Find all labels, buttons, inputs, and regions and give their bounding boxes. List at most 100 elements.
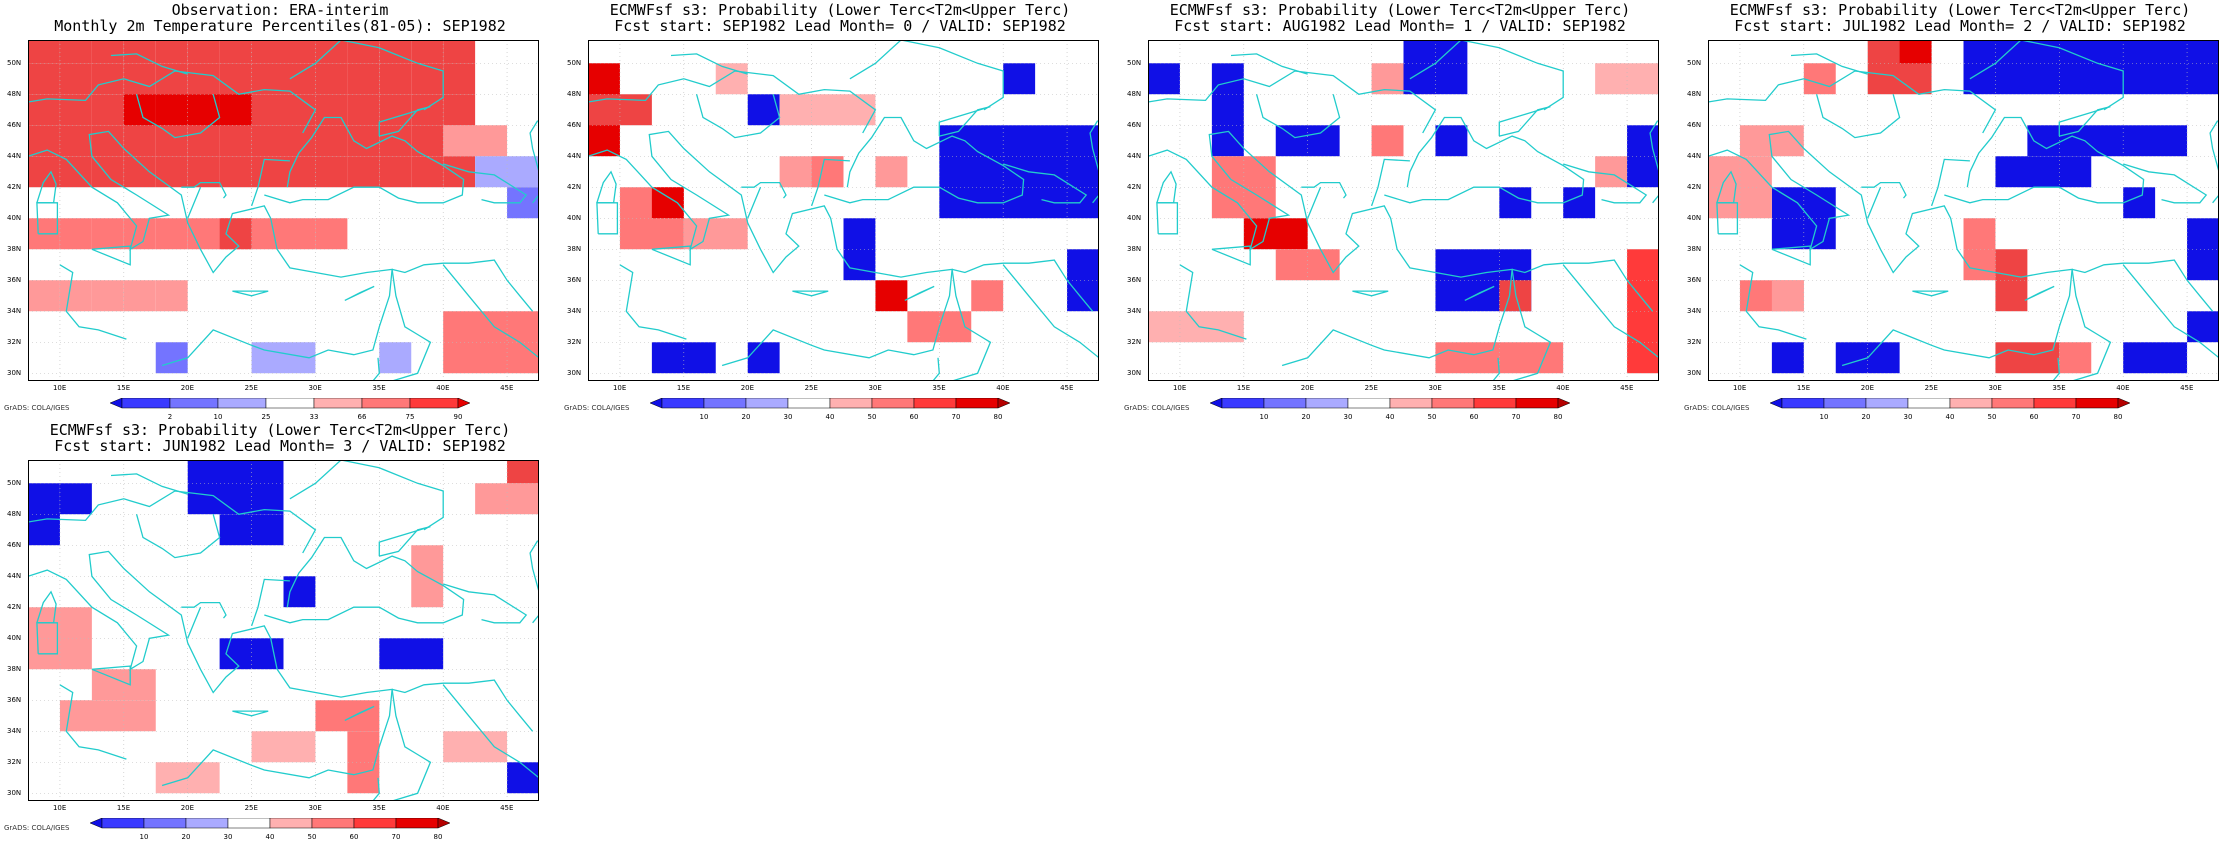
coastline <box>1301 181 1347 199</box>
shaded-cell <box>347 156 380 188</box>
coastline <box>187 606 202 639</box>
coastline <box>1148 70 1437 134</box>
shaded-cell <box>28 63 60 95</box>
shaded-cell <box>875 280 908 312</box>
shaded-cell <box>379 125 412 157</box>
shaded-cell <box>1995 342 2060 374</box>
coastline <box>951 259 1094 312</box>
colorbar-tick-label: 40 <box>826 413 835 421</box>
lat-tick-label: 48N <box>1687 90 1702 99</box>
coastline <box>443 163 528 204</box>
colorbar-segment <box>829 398 873 409</box>
coastline <box>378 105 431 137</box>
colorbar-segment <box>997 398 1011 409</box>
lat-tick-label: 46N <box>7 541 22 550</box>
lon-tick-label: 15E <box>116 804 131 812</box>
colorbar-segment <box>1431 398 1475 409</box>
coastline <box>1498 105 1551 137</box>
coastline <box>1307 186 1322 219</box>
coastline <box>1930 158 1970 207</box>
coastline <box>951 269 992 381</box>
lat-tick-label: 46N <box>567 121 582 130</box>
grads-credit: GrADS: COLA/IGES <box>4 824 70 832</box>
lat-tick-label: 38N <box>7 665 22 674</box>
shaded-cell <box>1595 156 1628 188</box>
coastline <box>1511 259 1654 312</box>
coastline <box>588 70 877 134</box>
lon-tick-label: 30E <box>1988 384 2002 392</box>
shaded-cell <box>971 280 1004 312</box>
colorbar-tick-label: 90 <box>454 413 463 421</box>
shaded-cell <box>155 218 188 250</box>
coastline <box>250 578 290 627</box>
map-panel-lead0: ECMWFsf s3: Probability (Lower Terc<T2m<… <box>560 0 1120 421</box>
lat-tick-label: 46N <box>1127 121 1142 130</box>
coastline <box>932 357 940 381</box>
lat-tick-label: 32N <box>1687 338 1702 347</box>
shaded-cell <box>155 63 188 95</box>
shaded-cell <box>443 40 476 64</box>
shaded-cell <box>1403 40 1468 95</box>
lon-tick-label: 35E <box>372 804 386 812</box>
shaded-cell <box>59 125 92 157</box>
colorbar-tick-label: 10 <box>1260 413 1269 421</box>
colorbar-segment <box>1991 398 2035 409</box>
colorbar-tick-label: 20 <box>182 833 191 841</box>
shaded-cell <box>91 94 124 126</box>
colorbar: 102030405060708090 <box>90 818 451 841</box>
temperature-map <box>28 460 539 801</box>
shaded-cell <box>347 63 380 95</box>
colorbar-segment <box>409 398 459 409</box>
shaded-cell <box>28 483 60 546</box>
shaded-cell <box>1963 40 2219 95</box>
shaded-cell <box>59 483 92 515</box>
colorbar-segment <box>955 398 999 409</box>
coastline <box>1003 163 1088 204</box>
lat-tick-label: 48N <box>7 510 22 519</box>
lon-tick-label: 15E <box>1796 384 1811 392</box>
coastline <box>1179 264 1247 340</box>
coastline <box>181 181 227 199</box>
colorbar-tick-label: 80 <box>2114 413 2123 421</box>
shaded-cell <box>251 125 284 157</box>
coastline <box>28 490 317 554</box>
shaded-cell <box>251 218 284 250</box>
lat-tick-label: 48N <box>7 90 22 99</box>
shaded-cell <box>715 63 748 95</box>
colorbar-segment <box>313 398 363 409</box>
colorbar-segment <box>353 818 397 829</box>
lat-tick-label: 30N <box>567 369 582 378</box>
shaded-cell <box>379 638 444 670</box>
map-frame <box>28 40 539 381</box>
shaded-cell <box>315 156 348 188</box>
coastline <box>344 285 375 301</box>
colorbar-segment <box>1210 398 1223 409</box>
coastline <box>619 264 687 340</box>
lat-tick-label: 42N <box>7 183 22 192</box>
shaded-cell <box>59 63 92 95</box>
colorbar-tick-label: 80 <box>1554 413 1563 421</box>
lon-tick-label: 30E <box>868 384 882 392</box>
colorbar-tick-label: 70 <box>2072 413 2081 421</box>
shaded-cell <box>315 125 348 157</box>
colorbar: 102030405060708090 <box>1210 398 1571 421</box>
coastline <box>442 264 539 359</box>
coastline <box>1815 94 1901 139</box>
colorbar-segment <box>361 398 411 409</box>
colorbar-segment <box>143 818 187 829</box>
coastline <box>1148 130 1513 367</box>
shaded-cell <box>347 94 380 126</box>
shaded-cell <box>2123 187 2156 219</box>
coastline <box>28 130 393 367</box>
lon-tick-label: 35E <box>2052 384 2066 392</box>
colorbar-segment <box>185 818 229 829</box>
shaded-cell <box>379 40 412 64</box>
shaded-cell <box>283 63 316 95</box>
colorbar-segment <box>1865 398 1909 409</box>
coastline <box>372 357 380 381</box>
coastline <box>1492 357 1500 381</box>
lat-tick-label: 40N <box>1687 214 1702 223</box>
coastline <box>529 540 539 624</box>
grads-credit: GrADS: COLA/IGES <box>1124 404 1190 412</box>
shaded-cell <box>123 218 156 250</box>
